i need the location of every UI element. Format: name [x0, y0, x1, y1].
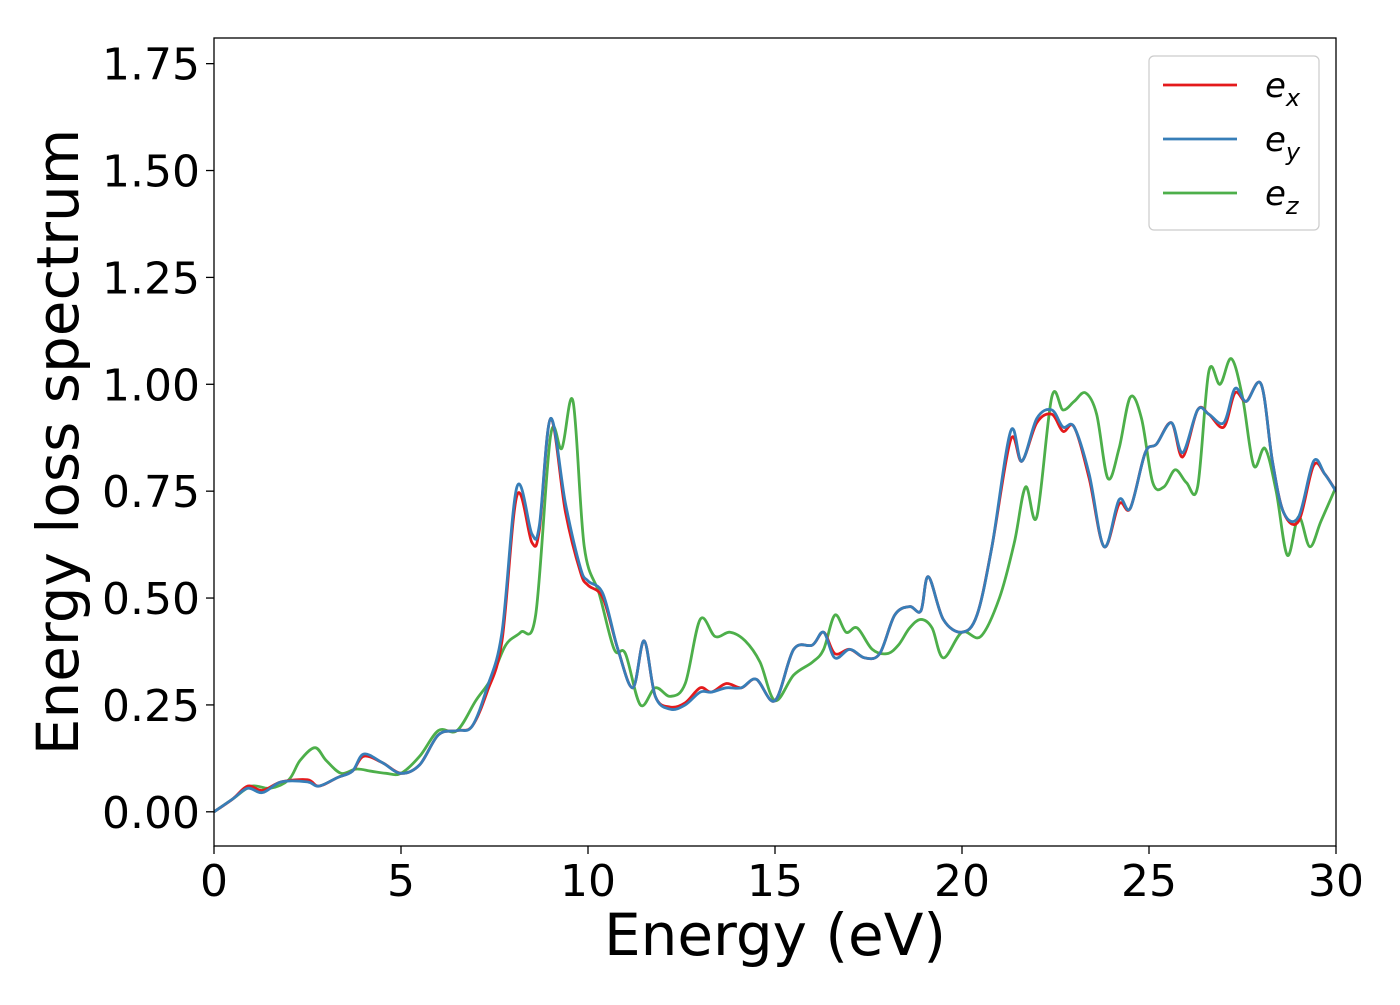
y-tick-label: 0.25 [102, 681, 200, 732]
y-tick-label: 1.25 [102, 253, 200, 304]
series-line-x [214, 380, 1336, 813]
x-axis-label: Energy (eV) [604, 901, 946, 969]
legend-label-subscript: x [1285, 84, 1301, 112]
legend-label-x: ex [1265, 66, 1301, 112]
y-tick-label: 0.50 [102, 574, 200, 625]
legend-label-subscript: y [1285, 138, 1301, 166]
ticks-layer: 0 5 10 15 20 25 30 0.00 0.25 0.50 0.75 1.00 1.25 1.50… [102, 40, 1364, 907]
y-tick-label: 0.75 [102, 467, 200, 518]
legend-label-y: ey [1265, 120, 1301, 166]
x-tick-label: 10 [560, 856, 616, 907]
legend-label-base: e [1265, 66, 1286, 106]
x-tick-label: 20 [934, 856, 990, 907]
y-tick-label: 0.00 [102, 788, 200, 839]
legend-label-base: e [1265, 174, 1286, 214]
legend-label-base: e [1265, 120, 1286, 160]
x-tick-label: 30 [1308, 856, 1364, 907]
y-axis-label: Energy loss spectrum [24, 129, 92, 755]
legend-label-z: ez [1265, 174, 1300, 220]
series-line-y [214, 380, 1336, 813]
x-tick-label: 15 [747, 856, 803, 907]
y-tick-label: 1.00 [102, 360, 200, 411]
y-tick-label: 1.75 [102, 40, 200, 91]
y-tick-label: 1.50 [102, 147, 200, 198]
series-layer [214, 357, 1336, 813]
x-tick-label: 0 [200, 856, 228, 907]
legend-box [1148, 55, 1320, 231]
x-tick-label: 25 [1121, 856, 1177, 907]
series-line-z [214, 357, 1336, 813]
x-tick-label: 5 [387, 856, 415, 907]
legend-label-subscript: z [1285, 192, 1300, 220]
